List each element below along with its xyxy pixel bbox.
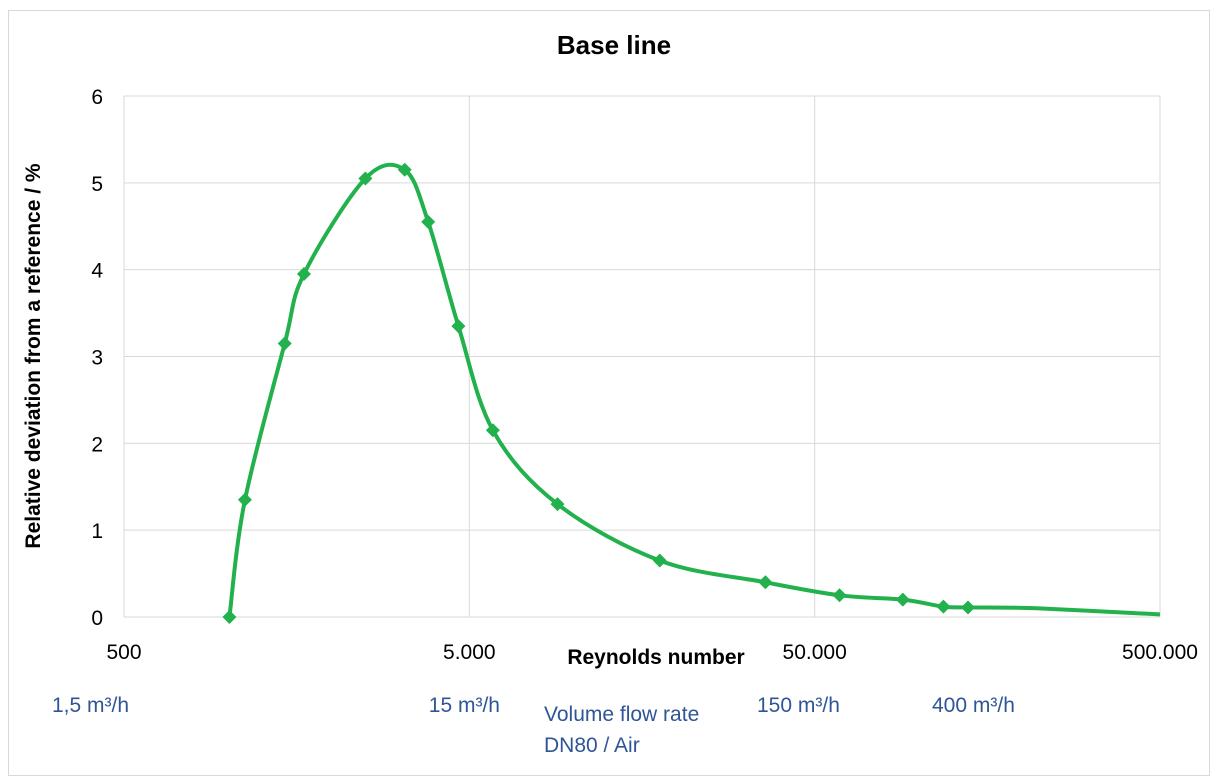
data-point-marker [277,336,292,351]
data-point-marker [961,600,976,615]
y-tick-label: 6 [91,86,103,109]
y-tick-label: 3 [91,347,103,370]
data-point-marker [296,267,311,282]
data-point-marker [358,171,373,186]
y-axis-ticks: 0 1 2 3 4 5 6 [91,86,103,630]
x-tick-label: 5.000 [443,641,496,664]
data-point-marker [758,575,773,590]
y-tick-label: 0 [91,607,103,630]
data-point-marker [550,497,565,512]
data-point-marker [485,423,500,438]
flow-rate-label: 150 m³/h [757,694,840,717]
series-line [227,162,1161,618]
y-tick-label: 1 [91,520,103,543]
chart-frame [8,10,1210,776]
data-point-marker [936,599,951,614]
grid [123,95,1161,618]
data-point-marker [397,162,412,177]
chart-title: Base line [557,30,671,60]
y-tick-label: 2 [91,433,103,456]
y-axis-label: Relative deviation from a reference / % [22,163,45,548]
flow-rate-label: 1,5 m³/h [52,694,129,717]
data-point-marker [451,319,466,334]
data-point-marker [222,610,237,624]
data-point-marker [832,588,847,603]
data-point-marker [652,553,667,568]
data-point-marker [421,214,436,229]
flow-rate-label: 15 m³/h [429,694,500,717]
data-point-marker [237,492,252,507]
data-point-marker [895,592,910,607]
flow-axis-subtitle: DN80 / Air [544,734,640,757]
flow-rate-label: 400 m³/h [932,694,1015,717]
x-tick-label: 500.000 [1122,641,1198,664]
flow-axis-title: Volume flow rate [544,703,699,726]
data-series [222,162,1161,624]
x-tick-label: 500 [106,641,141,664]
x-axis-ticks: 500 5.000 50.000 500.000 [106,641,1197,664]
x-tick-label: 50.000 [783,641,847,664]
volume-flow-axis: Volume flow rate DN80 / Air 1,5 m³/h 15 m… [52,694,1015,757]
y-tick-label: 4 [91,260,103,283]
x-axis-label: Reynolds number [567,646,744,669]
y-tick-label: 5 [91,173,103,196]
